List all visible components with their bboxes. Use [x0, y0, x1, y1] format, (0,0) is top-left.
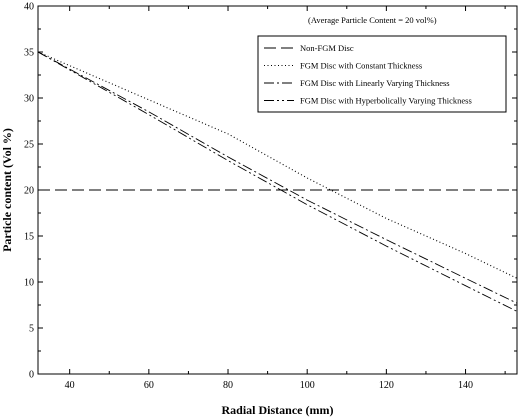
- series-line-4: [37, 51, 518, 312]
- y-tick-label: 10: [24, 278, 34, 289]
- y-tick-label: 40: [24, 2, 34, 13]
- series-lines: [37, 51, 518, 312]
- legend-label-3: FGM Disc with Linearly Varying Thickness: [300, 78, 450, 88]
- x-tick-label: 60: [144, 380, 154, 391]
- series-line-2: [37, 51, 518, 279]
- legend-box: [257, 35, 507, 113]
- axis-ticks: 40 60 80 100 120 140 0 5 10 15 20 25 30 35 40: [24, 2, 517, 391]
- chart-annotation: (Average Particle Content = 20 vol%): [308, 15, 437, 25]
- x-tick-label: 40: [65, 380, 75, 391]
- y-tick-label: 25: [24, 140, 34, 151]
- y-tick-label: 0: [29, 370, 34, 381]
- series-line-3: [37, 51, 518, 304]
- x-axis-title: Radial Distance (mm): [222, 403, 334, 417]
- y-axis-title: Particle content (Vol %): [0, 128, 14, 252]
- legend-label-1: Non-FGM Disc: [300, 43, 354, 53]
- legend-label-4: FGM Disc with Hyperbolically Varying Thi…: [300, 96, 472, 106]
- x-tick-label: 120: [379, 380, 394, 391]
- y-tick-label: 35: [24, 48, 34, 59]
- y-tick-label: 20: [24, 186, 34, 197]
- x-tick-label: 140: [458, 380, 473, 391]
- legend-label-2: FGM Disc with Constant Thickness: [300, 61, 422, 71]
- x-tick-label: 100: [300, 380, 315, 391]
- x-tick-label: 80: [223, 380, 233, 391]
- y-tick-label: 30: [24, 94, 34, 105]
- y-tick-label: 5: [29, 324, 34, 335]
- legend: Non-FGM Disc FGM Disc with Constant Thick…: [257, 35, 507, 113]
- y-tick-label: 15: [24, 232, 34, 243]
